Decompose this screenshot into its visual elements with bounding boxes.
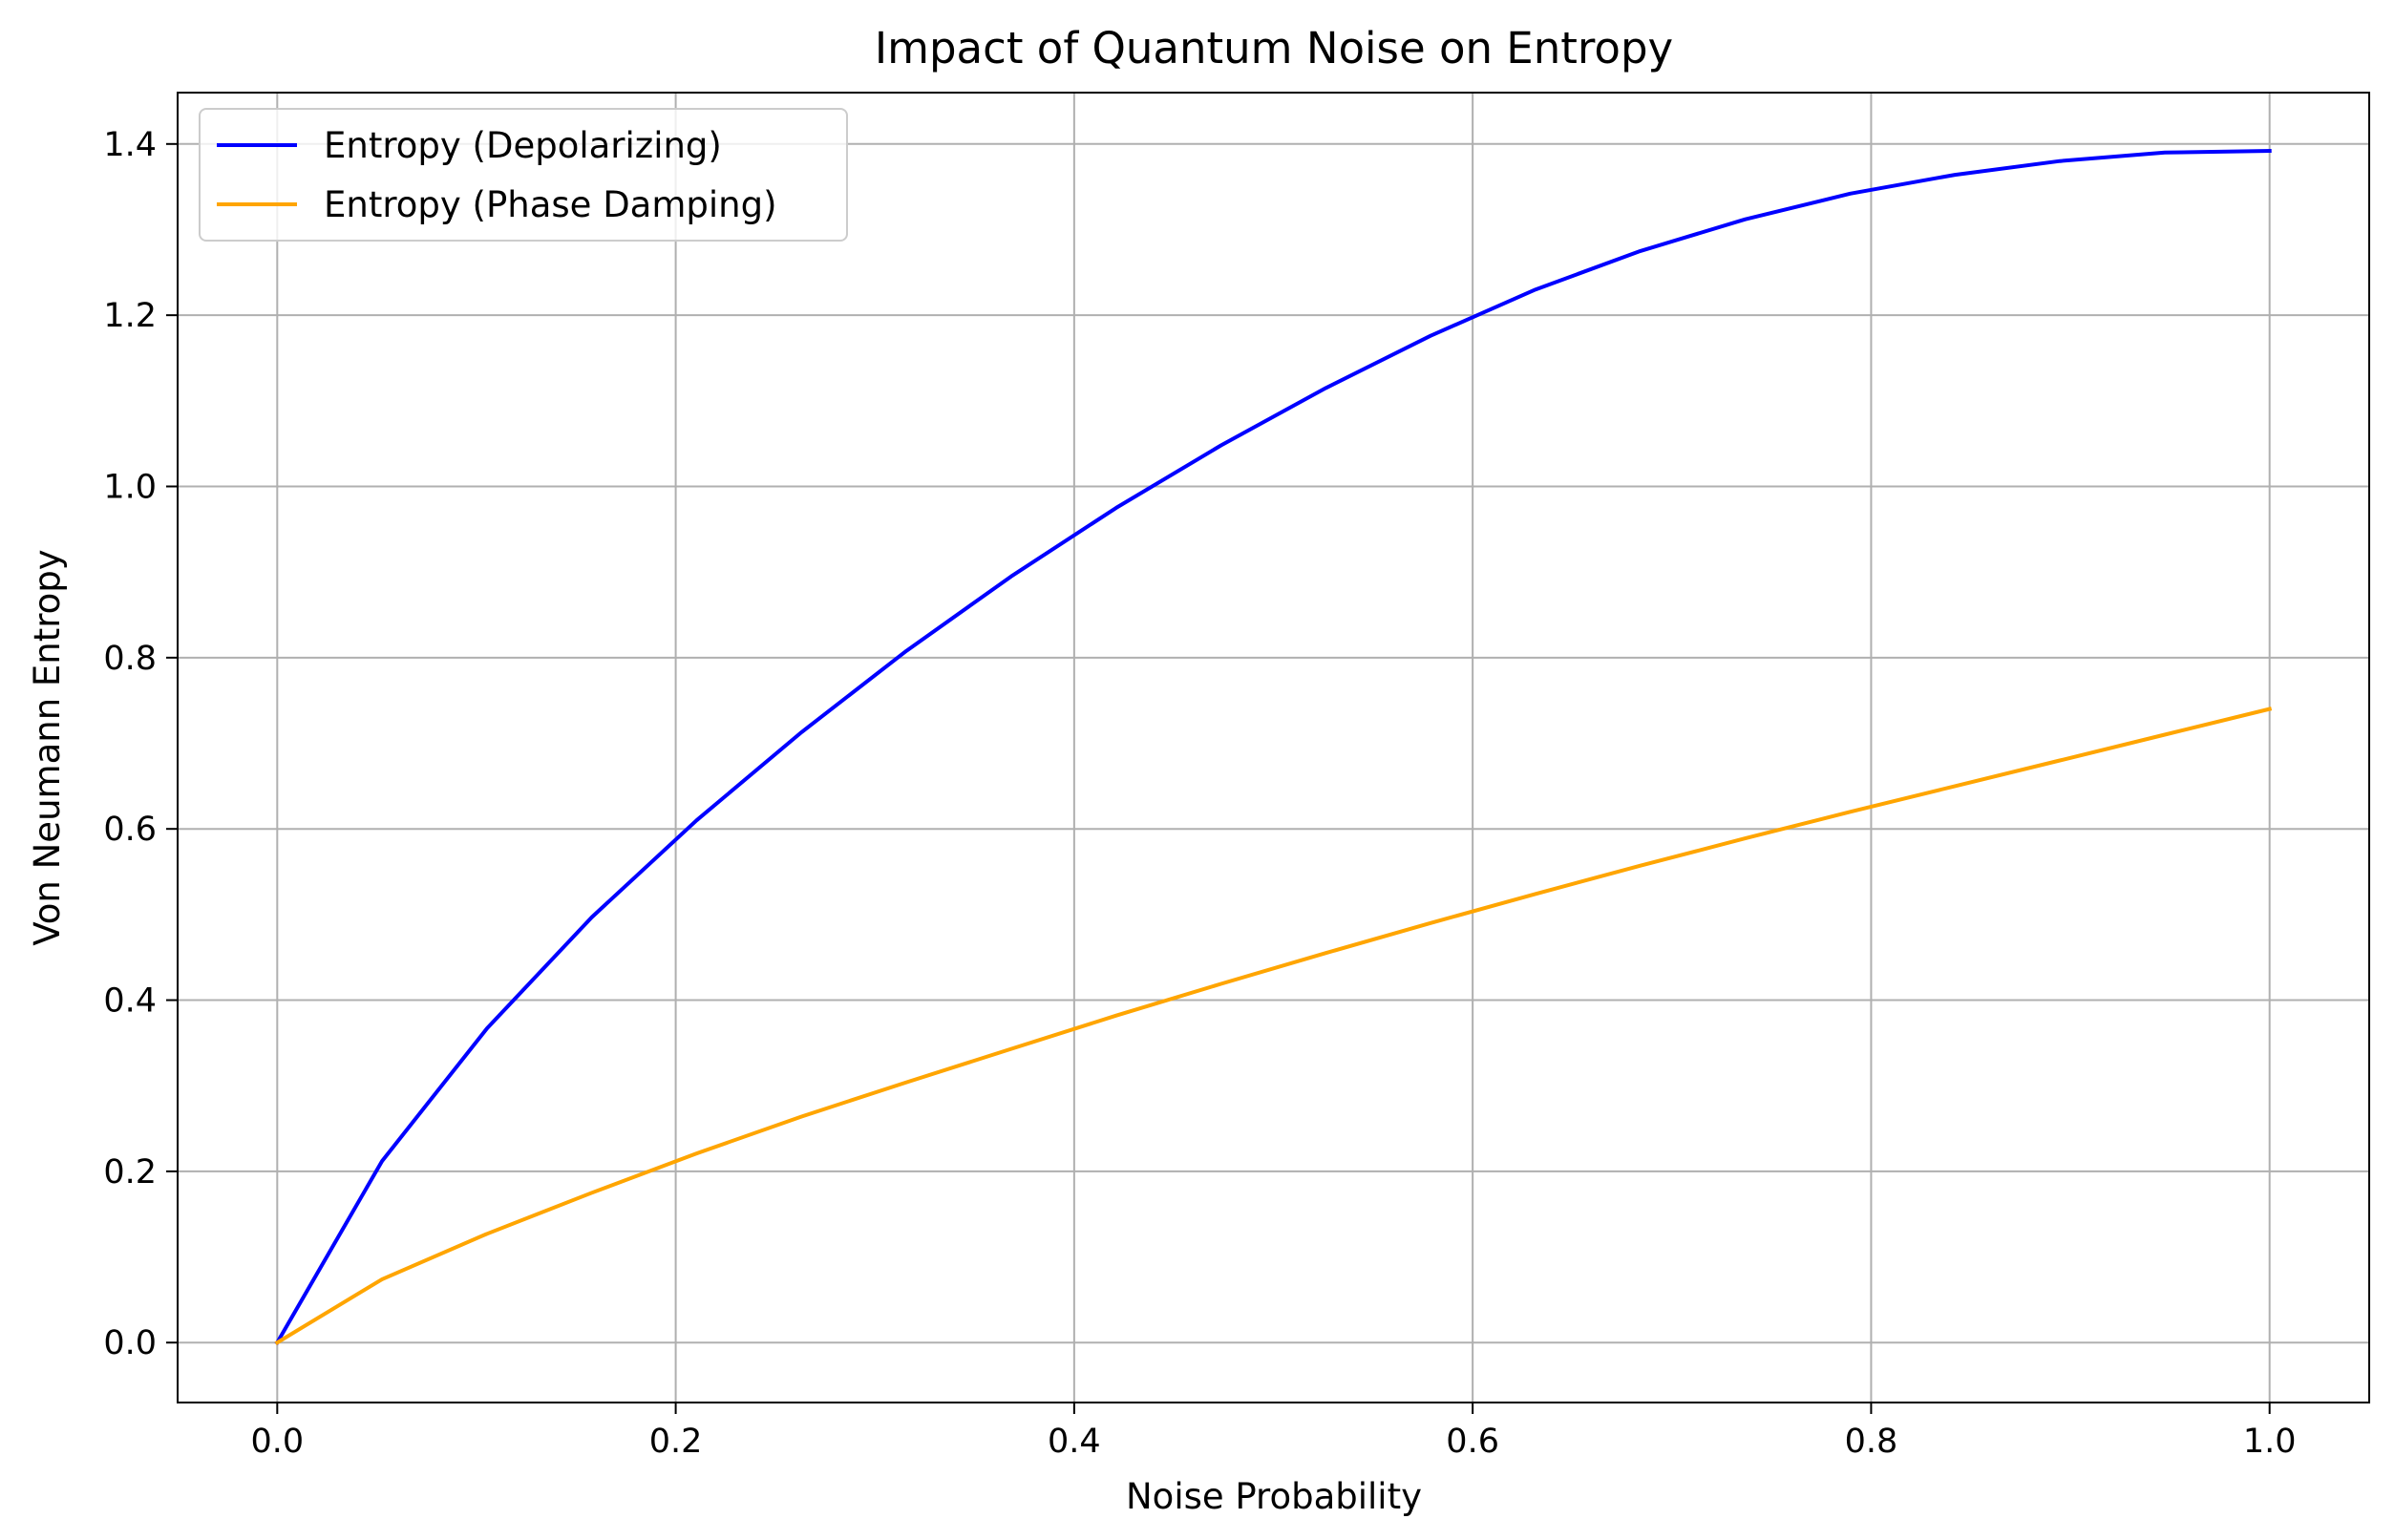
x-tick-label: 0.8 — [1845, 1423, 1898, 1461]
x-tick-label: 1.0 — [2243, 1423, 2297, 1461]
y-tick-label: 0.4 — [103, 982, 157, 1021]
ticks: 0.0 0.2 0.4 0.6 0.8 1.0 0.0 0.2 0.4 0.6 0.8 1.0 1.2 1… — [103, 126, 2296, 1461]
legend: Entropy (Depolarizing) Entropy (Phase Dam… — [199, 108, 848, 242]
chart-title: Impact of Quantum Noise on Entropy — [875, 23, 1673, 74]
legend-label: Entropy (Depolarizing) — [324, 125, 722, 166]
x-tick-label: 0.2 — [649, 1423, 703, 1461]
series-layer — [274, 148, 2273, 1345]
y-tick-label: 0.0 — [103, 1324, 157, 1362]
series-line-depolarizing — [274, 148, 2272, 1345]
x-tick-label: 0.6 — [1446, 1423, 1499, 1461]
y-tick-label: 0.2 — [103, 1153, 157, 1192]
y-tick-label: 1.0 — [103, 468, 157, 506]
legend-box — [199, 108, 848, 242]
x-tick-label: 0.4 — [1048, 1423, 1101, 1461]
y-axis-label: Von Neumann Entropy — [27, 549, 68, 945]
grid — [178, 93, 2369, 1403]
x-axis-label: Noise Probability — [1126, 1476, 1422, 1517]
y-tick-label: 0.6 — [103, 811, 157, 849]
y-tick-label: 1.4 — [103, 126, 157, 164]
legend-label: Entropy (Phase Damping) — [324, 184, 777, 225]
y-tick-label: 0.8 — [103, 640, 157, 678]
x-tick-label: 0.0 — [250, 1423, 304, 1461]
y-tick-label: 1.2 — [103, 297, 157, 335]
series-line-phase-damping — [274, 707, 2273, 1345]
plot-frame — [177, 92, 2370, 1403]
